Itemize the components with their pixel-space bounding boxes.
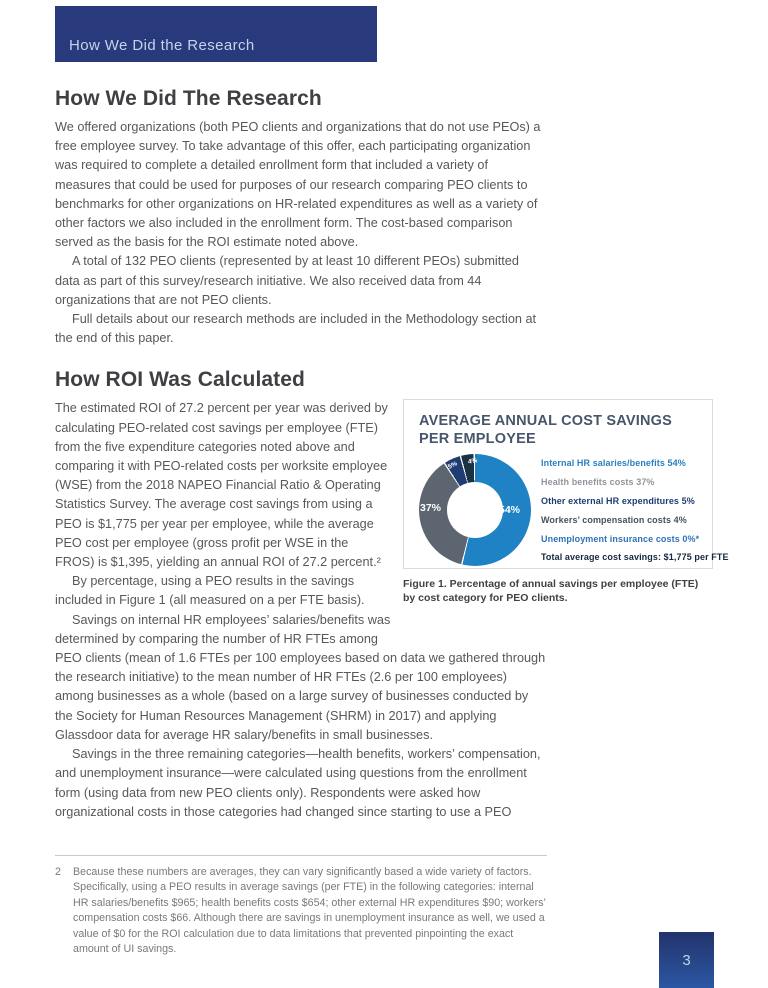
figure-1-box: AVERAGE ANNUAL COST SAVINGS PER EMPLOYEE…	[403, 399, 729, 570]
legend-item-workers-comp: Workers’ compensation costs 4%	[541, 514, 687, 525]
section1-paragraph-2: A total of 132 PEO clients (represented …	[55, 254, 519, 307]
footnote-divider	[55, 854, 547, 856]
section1-paragraph-3: Full details about our research methods …	[55, 312, 537, 346]
footnote-number: 2	[55, 865, 61, 878]
footnote: 2 Because these numbers are averages, th…	[55, 865, 547, 957]
legend-item-other-external: Other external HR expenditures 5%	[541, 496, 695, 507]
section2-paragraph-3: Savings on internal HR employees’ salari…	[55, 612, 546, 742]
section2-paragraph-1: The estimated ROI of 27.2 percent per ye…	[55, 401, 388, 570]
chart-legend: Internal HR salaries/benefits 54% Health…	[541, 454, 729, 567]
page-body: How We Did The Research We offered organ…	[55, 62, 729, 957]
section-banner-label: How We Did the Research	[69, 37, 255, 54]
section-banner: How We Did the Research	[55, 6, 377, 62]
footnote-text: Because these numbers are averages, they…	[73, 865, 546, 955]
figure-1-title: AVERAGE ANNUAL COST SAVINGS PER EMPLOYEE	[419, 413, 672, 448]
slice-label-health-benefits: 37%	[420, 502, 442, 515]
figure-1-content: 54% 37% 5% 4% Internal HR salaries/benef…	[419, 453, 729, 567]
section2-paragraph-2: By percentage, using a PEO results in th…	[55, 574, 365, 608]
section1-heading: How We Did The Research	[55, 87, 322, 110]
page-number: 3	[682, 951, 691, 969]
legend-item-unemployment: Unemployment insurance costs 0%*	[541, 533, 700, 544]
legend-item-health-benefits: Health benefits costs 37%	[541, 477, 655, 488]
figure-1-block: AVERAGE ANNUAL COST SAVINGS PER EMPLOYEE…	[403, 399, 729, 605]
legend-item-total-savings: Total average cost savings: $1,775 per F…	[541, 552, 729, 563]
legend-item-internal-hr: Internal HR salaries/benefits 54%	[541, 458, 686, 469]
donut-chart: 54% 37% 5% 4%	[419, 454, 531, 567]
section2-heading: How ROI Was Calculated	[55, 368, 305, 392]
section1-paragraph-1: We offered organizations (both PEO clien…	[55, 120, 541, 250]
donut-chart-hole	[447, 482, 503, 539]
figure-1-caption: Figure 1. Percentage of annual savings p…	[403, 578, 699, 604]
slice-label-internal-hr: 54%	[498, 504, 520, 517]
section2-paragraph-4: Savings in the three remaining categorie…	[55, 747, 541, 819]
page-number-box: 3	[659, 932, 714, 988]
